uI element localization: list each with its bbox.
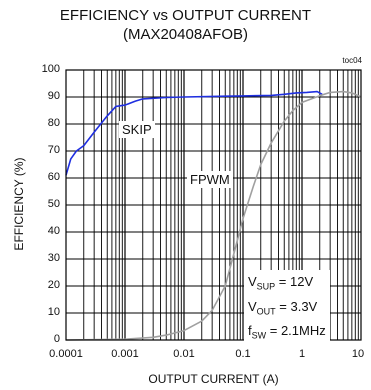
y-tick-label: 90 xyxy=(47,90,60,102)
y-tick-label: 70 xyxy=(47,144,60,156)
skip-series-label: SKIP xyxy=(119,121,155,138)
x-axis-label: OUTPUT CURRENT (A) xyxy=(148,372,279,386)
x-tick-label: 0.01 xyxy=(173,348,195,360)
series-line-fpwm xyxy=(65,90,362,341)
y-tick-label: 30 xyxy=(47,252,60,264)
x-tick-label: 1 xyxy=(298,348,306,360)
chart-title: EFFICIENCY vs OUTPUT CURRENT xyxy=(59,7,312,24)
grid-lines xyxy=(66,70,361,340)
y-tick-label: 100 xyxy=(41,63,60,75)
y-tick-label: 40 xyxy=(47,225,60,237)
x-tick-label: 0.001 xyxy=(111,348,139,360)
y-tick-label: 10 xyxy=(47,306,60,318)
figure-tag: toc04 xyxy=(342,56,362,65)
y-tick-label: 60 xyxy=(47,171,60,183)
y-tick-label: 20 xyxy=(47,279,60,291)
series-line-skip xyxy=(65,90,323,176)
operating-conditions: VSUP = 12V VOUT = 3.3V fSW = 2.1MHz xyxy=(244,270,330,348)
vsup-condition: VSUP = 12V xyxy=(248,274,314,292)
fsw-condition: fSW = 2.1MHz xyxy=(248,323,326,341)
vout-condition: VOUT = 3.3V xyxy=(248,298,318,317)
y-tick-label: 0 xyxy=(53,333,60,345)
x-tick-label: 10 xyxy=(351,348,365,360)
y-tick-label: 50 xyxy=(47,198,60,210)
fpwm-series-label: FPWM xyxy=(187,171,233,188)
chart-subtitle: (MAX20408AFOB) xyxy=(122,26,249,43)
series-group xyxy=(65,90,362,341)
x-tick-label: 0.1 xyxy=(235,348,251,360)
plot-frame xyxy=(65,69,362,341)
x-tick-label: 0.0001 xyxy=(49,348,83,360)
y-tick-label: 80 xyxy=(47,117,60,129)
y-axis-label: EFFICIENCY (%) xyxy=(12,157,26,251)
